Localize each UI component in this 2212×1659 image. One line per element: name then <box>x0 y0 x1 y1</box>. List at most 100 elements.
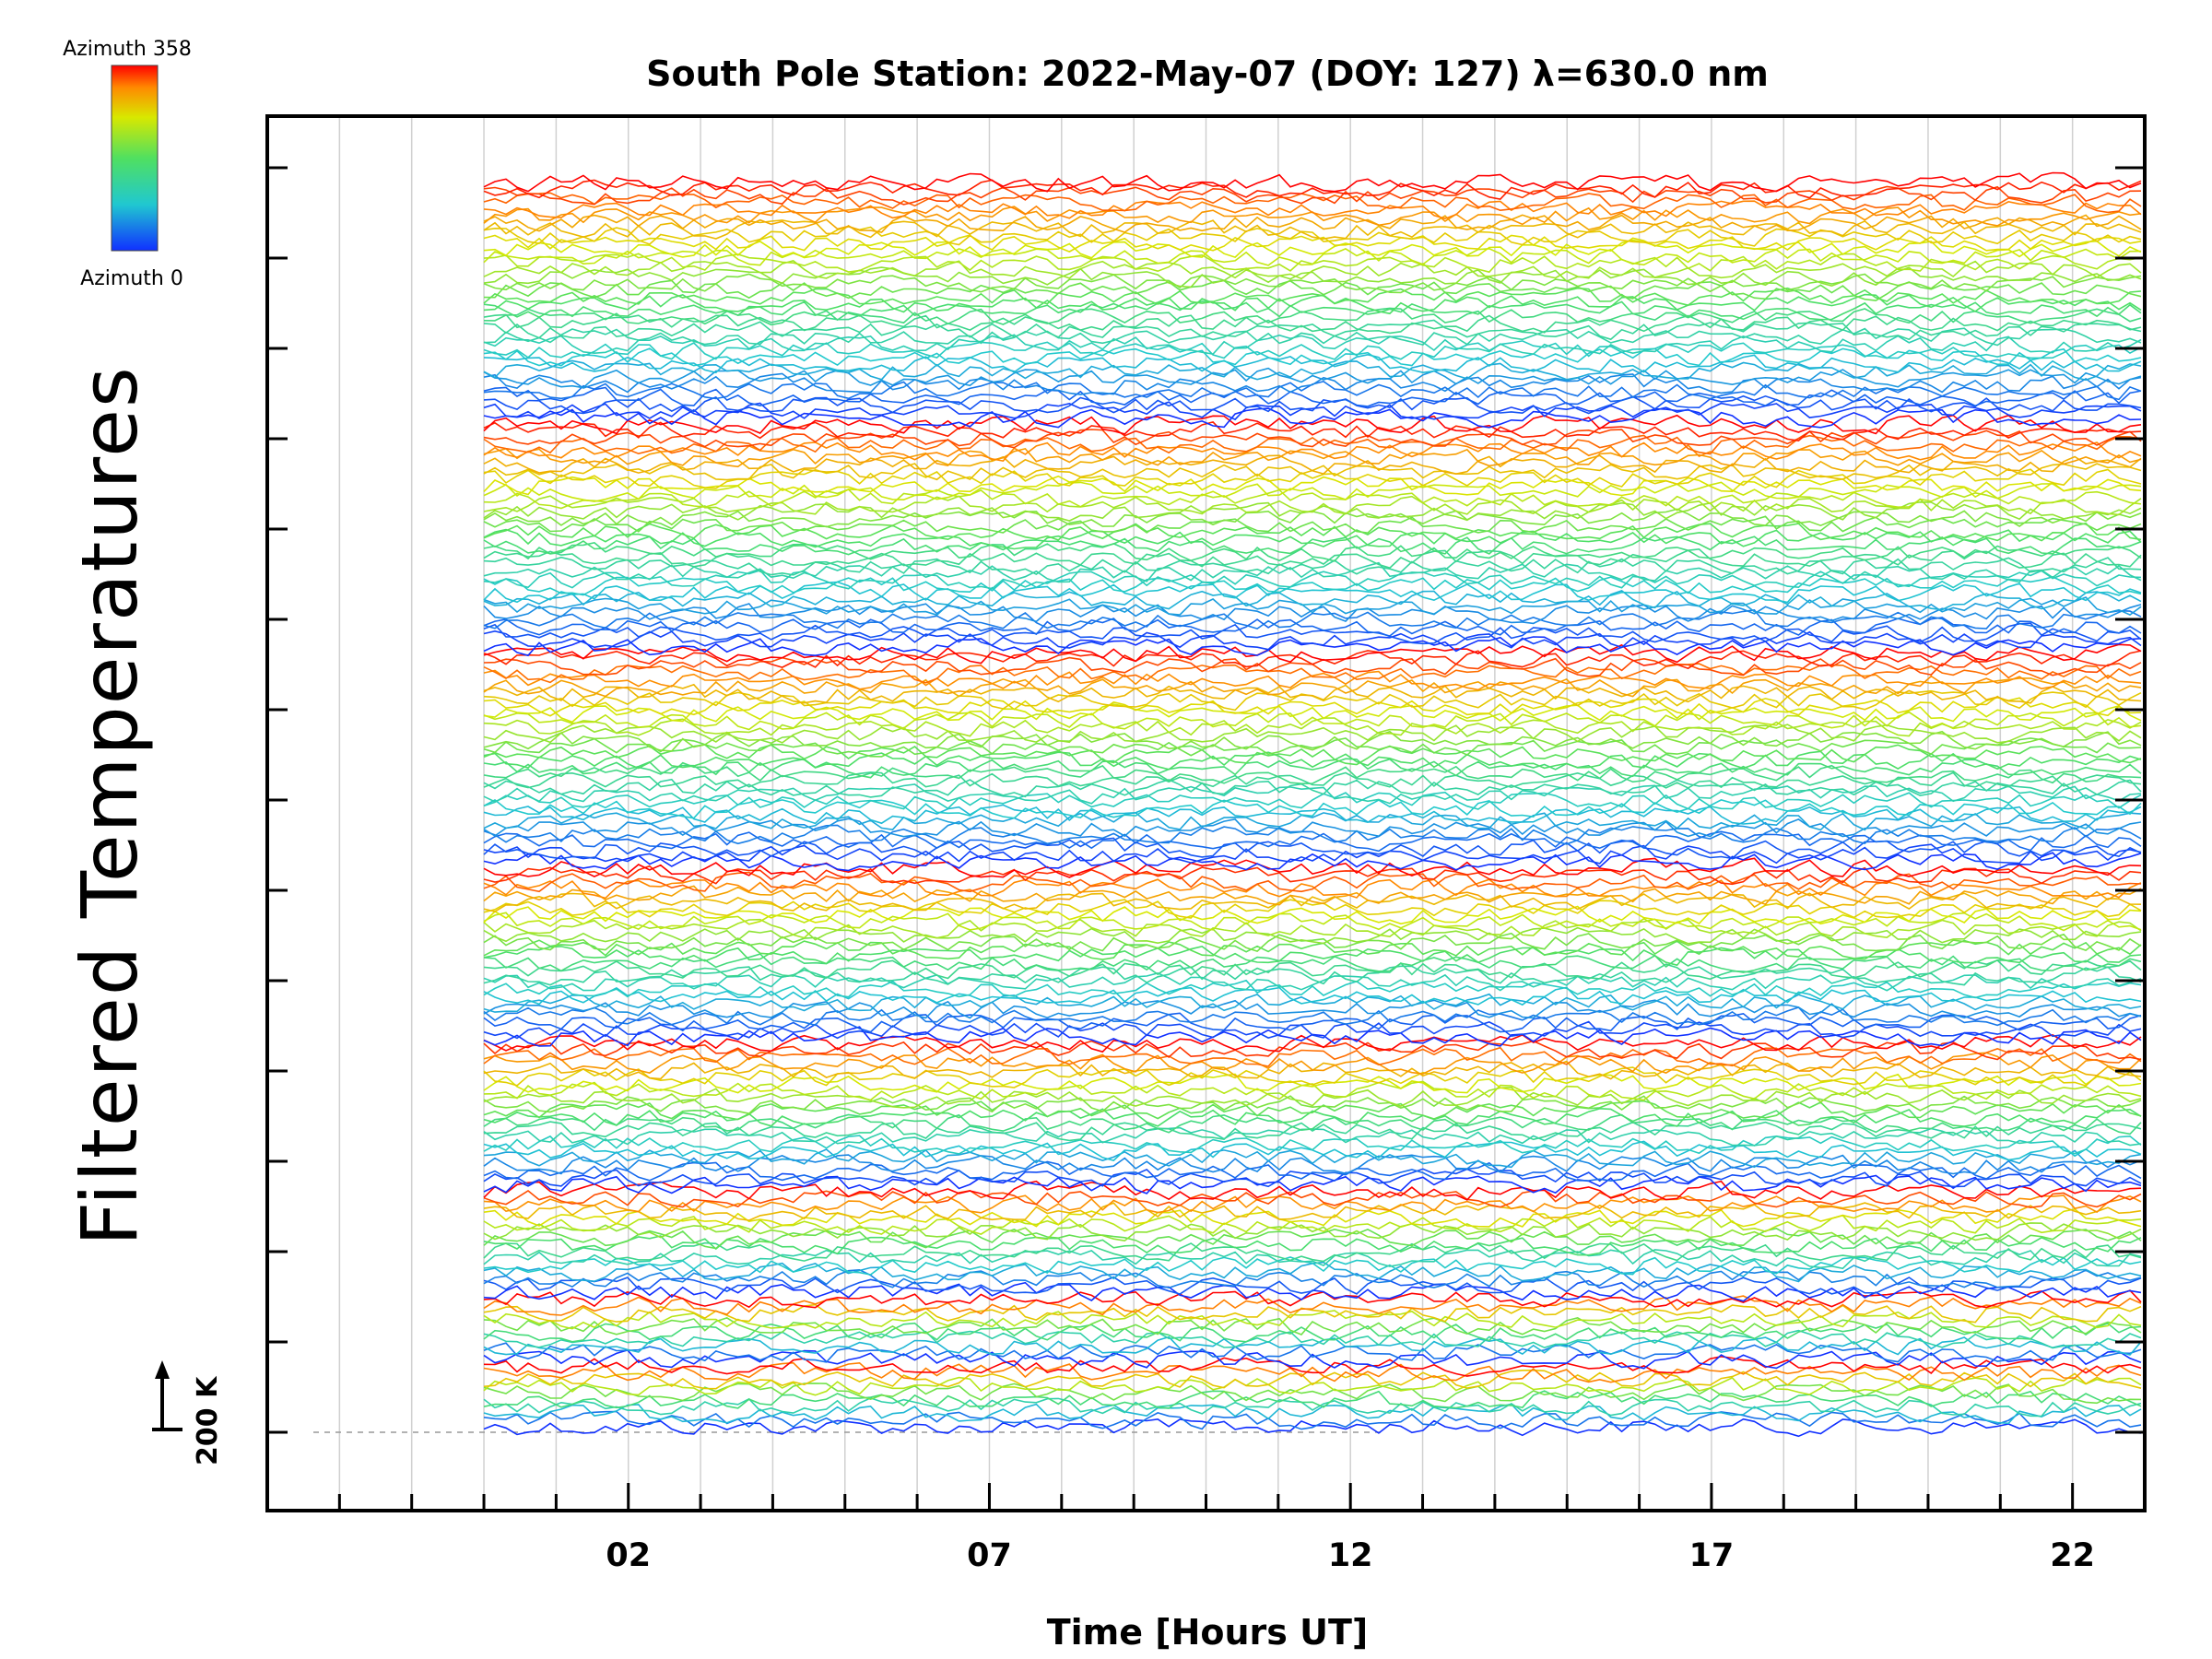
temperature-trace <box>483 1202 2142 1221</box>
temperature-trace <box>483 603 2142 625</box>
temperature-trace <box>483 556 2142 576</box>
temperature-trace <box>483 804 2142 825</box>
temperature-trace <box>483 481 2142 502</box>
temperature-trace <box>483 1100 2142 1121</box>
temperature-trace <box>483 367 2142 389</box>
temperature-trace <box>483 939 2142 960</box>
temperature-trace <box>483 1310 2142 1330</box>
temperature-trace <box>483 1376 2142 1396</box>
temperature-trace <box>483 468 2142 489</box>
temperature-trace <box>483 1317 2142 1335</box>
temperature-trace <box>483 979 2142 999</box>
temperature-trace <box>483 965 2142 986</box>
x-tick-label: 02 <box>606 1537 651 1574</box>
temperature-trace <box>483 1369 2142 1390</box>
temperature-trace <box>483 857 2142 878</box>
temperature-trace <box>483 1113 2142 1135</box>
temperature-trace <box>483 307 2142 326</box>
temperature-trace <box>483 669 2142 691</box>
temperature-trace <box>483 783 2142 805</box>
temperature-trace <box>483 394 2142 415</box>
temperature-trace <box>483 1095 2142 1115</box>
temperature-trace <box>483 865 2142 886</box>
temperature-trace <box>483 226 2142 247</box>
temperature-trace <box>483 1228 2142 1250</box>
temperature-trace <box>483 1403 2142 1425</box>
temperature-trace <box>483 636 2142 657</box>
temperature-trace <box>483 219 2142 241</box>
temperature-trace <box>483 830 2142 853</box>
temperature-trace <box>483 892 2142 912</box>
temperature-trace <box>483 959 2142 981</box>
temperature-trace <box>483 429 2142 449</box>
temperature-trace <box>483 1194 2142 1214</box>
temperature-trace <box>483 724 2142 744</box>
temperature-trace <box>483 878 2142 900</box>
colorbar-bottom-label: Azimuth 0 <box>80 267 183 290</box>
temperature-trace <box>483 1066 2142 1088</box>
temperature-trace <box>483 1361 2142 1383</box>
temperature-trace <box>483 279 2142 301</box>
temperature-trace <box>483 1335 2142 1356</box>
temperature-trace <box>483 247 2142 266</box>
temperature-trace <box>483 401 2142 421</box>
temperature-traces <box>483 171 2142 1438</box>
temperature-trace <box>483 448 2142 468</box>
temperature-trace <box>483 192 2142 214</box>
temperature-trace <box>483 200 2142 220</box>
temperature-trace <box>483 1256 2142 1276</box>
temperature-trace <box>483 737 2142 758</box>
temperature-trace <box>483 629 2142 651</box>
temperature-trace <box>483 535 2142 556</box>
temperature-trace <box>483 972 2142 992</box>
temperature-trace <box>483 1355 2142 1377</box>
temperature-trace <box>483 1073 2142 1094</box>
temperature-trace <box>483 871 2142 893</box>
temperature-trace <box>483 260 2142 280</box>
temperature-trace <box>483 656 2142 677</box>
temperature-trace <box>483 253 2142 274</box>
temperature-trace <box>483 414 2142 435</box>
temperature-trace <box>483 1168 2142 1188</box>
temperature-trace <box>483 522 2142 542</box>
temperature-trace <box>483 852 2142 872</box>
temperature-trace <box>483 581 2142 604</box>
colorbar-gradient <box>111 65 159 252</box>
scale-bar-label: 200 K <box>192 1375 224 1465</box>
temperature-trace <box>483 932 2142 953</box>
temperature-trace <box>483 1189 2142 1209</box>
temperature-trace <box>483 293 2142 315</box>
x-tick-label: 07 <box>967 1537 1012 1574</box>
temperature-trace <box>483 1121 2142 1142</box>
temperature-trace <box>483 643 2142 665</box>
temperature-trace <box>483 1241 2142 1263</box>
temperature-trace <box>483 273 2142 294</box>
temperature-trace <box>483 596 2142 617</box>
temperature-trace <box>483 791 2142 810</box>
temperature-trace <box>483 1418 2142 1438</box>
chart-title: South Pole Station: 2022-May-07 (DOY: 12… <box>646 53 1769 94</box>
temperature-trace <box>483 287 2142 307</box>
temperature-trace <box>483 1268 2142 1289</box>
temperature-trace <box>483 179 2142 200</box>
temperature-trace <box>483 319 2142 341</box>
temperature-trace <box>483 454 2142 476</box>
temperature-trace <box>483 1289 2142 1309</box>
temperature-trace <box>483 372 2142 395</box>
temperature-trace <box>483 488 2142 510</box>
temperature-trace <box>483 811 2142 831</box>
temperature-trace <box>483 1040 2142 1061</box>
temperature-trace <box>483 313 2142 335</box>
temperature-trace <box>483 475 2142 497</box>
x-axis-label: Time [Hours UT] <box>1047 1612 1369 1653</box>
temperature-trace <box>483 1410 2142 1430</box>
temperature-trace <box>483 758 2142 779</box>
temperature-trace <box>483 576 2142 596</box>
temperature-trace <box>483 696 2142 717</box>
temperature-trace <box>483 744 2142 766</box>
axis-ticks: 02 07 12 17 22 <box>265 166 2147 1574</box>
temperature-trace <box>483 764 2142 785</box>
temperature-trace <box>483 515 2142 535</box>
temperature-trace <box>483 778 2142 798</box>
